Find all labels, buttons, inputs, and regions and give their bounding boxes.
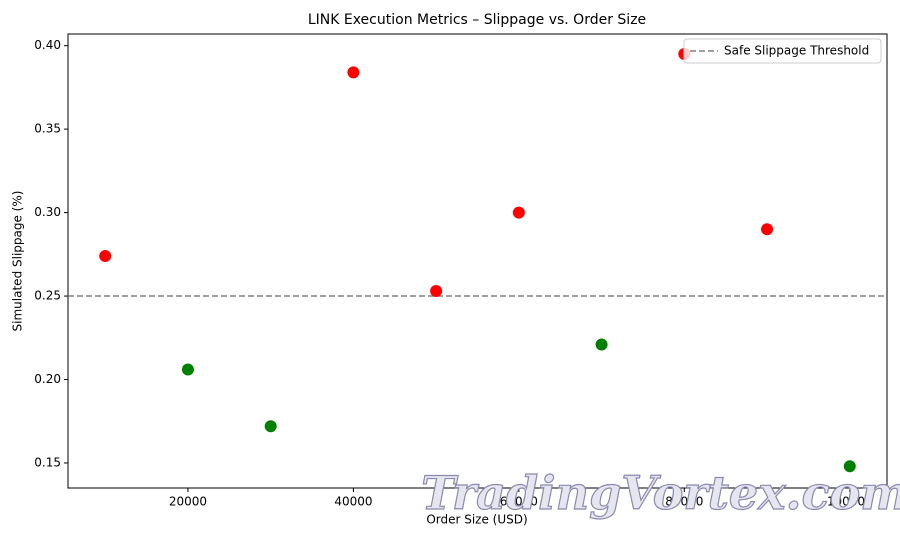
legend-box xyxy=(683,38,882,64)
y-tick-label: 0.15 xyxy=(34,455,61,469)
x-tick-label: 100000 xyxy=(827,495,873,509)
y-tick-label: 0.40 xyxy=(34,38,61,52)
data-point xyxy=(430,285,443,298)
y-tick-label: 0.35 xyxy=(34,122,61,136)
data-point xyxy=(99,249,112,262)
x-tick-label: 60000 xyxy=(500,495,538,509)
legend-label: Safe Slippage Threshold xyxy=(724,44,869,58)
y-axis-label: Simulated Slippage (%) xyxy=(11,191,25,332)
x-axis-label: Order Size (USD) xyxy=(426,513,527,527)
plot-frame xyxy=(67,33,888,489)
data-point xyxy=(347,66,360,79)
x-tick-label: 20000 xyxy=(169,495,207,509)
y-tick-label: 0.20 xyxy=(34,372,61,386)
data-point xyxy=(843,460,856,473)
y-tick-label: 0.30 xyxy=(34,205,61,219)
chart-title: LINK Execution Metrics – Slippage vs. Or… xyxy=(308,12,646,28)
y-tick-label: 0.25 xyxy=(34,289,61,303)
data-point xyxy=(512,206,525,219)
data-point xyxy=(264,420,277,433)
x-tick-label: 40000 xyxy=(334,495,372,509)
x-tick-label: 80000 xyxy=(665,495,703,509)
data-point xyxy=(761,223,774,236)
data-point xyxy=(181,363,194,376)
watermark: TradingVortex.com xyxy=(421,466,900,520)
data-point xyxy=(595,338,608,351)
